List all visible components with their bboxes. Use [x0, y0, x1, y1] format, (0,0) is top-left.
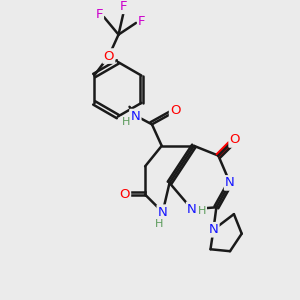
Text: N: N: [225, 176, 235, 189]
Text: F: F: [95, 8, 103, 21]
Text: O: O: [119, 188, 130, 201]
Text: F: F: [120, 0, 127, 13]
Text: O: O: [170, 104, 181, 117]
Text: O: O: [230, 134, 240, 146]
Text: F: F: [138, 15, 146, 28]
Text: O: O: [103, 50, 114, 63]
Text: H: H: [122, 117, 130, 128]
Text: N: N: [130, 110, 140, 123]
Text: N: N: [187, 203, 197, 216]
Text: N: N: [158, 206, 168, 219]
Text: H: H: [197, 206, 206, 216]
Text: N: N: [208, 223, 218, 236]
Text: H: H: [154, 219, 163, 229]
